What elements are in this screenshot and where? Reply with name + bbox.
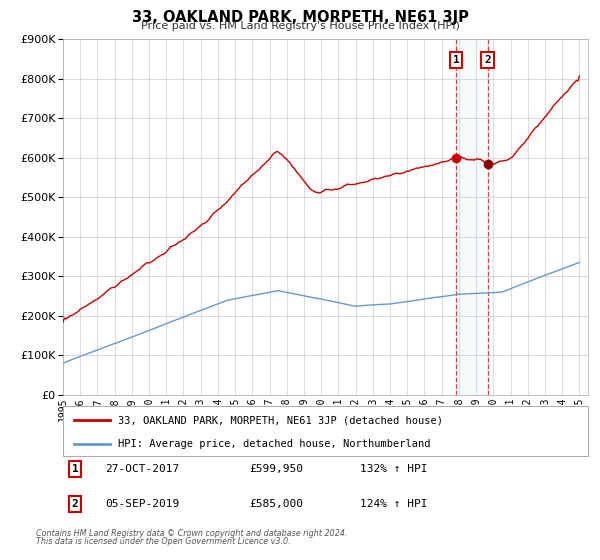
Text: 1: 1 [452, 55, 460, 65]
Text: 27-OCT-2017: 27-OCT-2017 [105, 464, 179, 474]
Text: This data is licensed under the Open Government Licence v3.0.: This data is licensed under the Open Gov… [36, 537, 290, 546]
Text: 2: 2 [484, 55, 491, 65]
Text: 132% ↑ HPI: 132% ↑ HPI [360, 464, 427, 474]
Text: HPI: Average price, detached house, Northumberland: HPI: Average price, detached house, Nort… [118, 439, 431, 449]
Text: 1: 1 [71, 464, 79, 474]
Text: 05-SEP-2019: 05-SEP-2019 [105, 499, 179, 509]
Bar [456, 39, 488, 395]
Text: 2: 2 [71, 499, 79, 509]
Text: 33, OAKLAND PARK, MORPETH, NE61 3JP (detached house): 33, OAKLAND PARK, MORPETH, NE61 3JP (det… [118, 415, 443, 425]
Text: £585,000: £585,000 [249, 499, 303, 509]
Text: £599,950: £599,950 [249, 464, 303, 474]
Text: Price paid vs. HM Land Registry's House Price Index (HPI): Price paid vs. HM Land Registry's House … [140, 21, 460, 31]
Text: 124% ↑ HPI: 124% ↑ HPI [360, 499, 427, 509]
Text: 33, OAKLAND PARK, MORPETH, NE61 3JP: 33, OAKLAND PARK, MORPETH, NE61 3JP [131, 10, 469, 25]
Text: Contains HM Land Registry data © Crown copyright and database right 2024.: Contains HM Land Registry data © Crown c… [36, 529, 347, 538]
